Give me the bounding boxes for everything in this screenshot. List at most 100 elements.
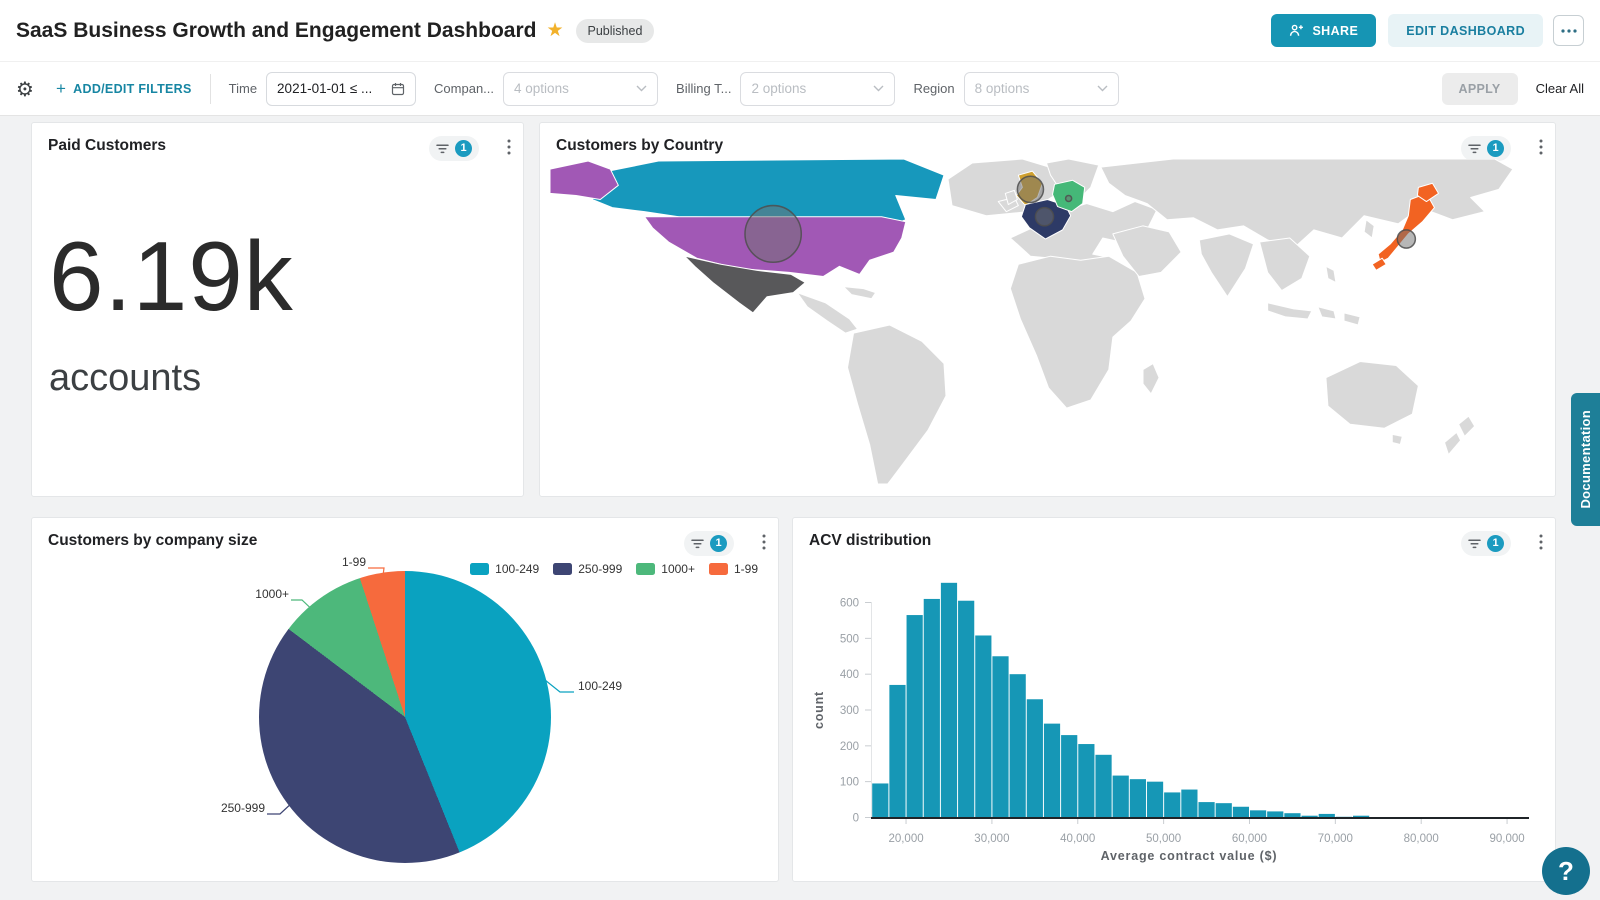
filter-lines-icon — [1468, 144, 1481, 154]
world-map-chart[interactable] — [550, 159, 1540, 485]
legend-label: 100-249 — [495, 562, 540, 576]
pie-callout-label: 1000+ — [255, 587, 289, 601]
pie-callout-label: 100-249 — [578, 679, 623, 693]
share-button-label: SHARE — [1312, 23, 1359, 38]
kebab-icon — [507, 139, 511, 155]
clear-all-button[interactable]: Clear All — [1535, 81, 1584, 96]
filter-chip[interactable]: 1 — [1461, 136, 1511, 161]
svg-text:80,000: 80,000 — [1404, 833, 1439, 845]
card-menu-button[interactable] — [762, 534, 766, 550]
bubble-germany[interactable] — [1064, 194, 1073, 203]
help-button[interactable]: ? — [1542, 847, 1590, 895]
filter-chip[interactable]: 1 — [429, 136, 479, 161]
question-mark-icon: ? — [1558, 855, 1574, 886]
card-title: Paid Customers — [48, 137, 167, 154]
chevron-down-icon — [873, 85, 884, 92]
filter-chip[interactable]: 1 — [1461, 531, 1511, 556]
svg-text:70,000: 70,000 — [1318, 833, 1353, 845]
svg-text:30,000: 30,000 — [974, 833, 1009, 845]
company-filter-value: 4 options — [514, 81, 569, 96]
legend-swatch — [470, 563, 490, 575]
svg-text:20,000: 20,000 — [888, 833, 923, 845]
edit-dashboard-button[interactable]: EDIT DASHBOARD — [1388, 14, 1543, 47]
svg-text:60,000: 60,000 — [1232, 833, 1267, 845]
svg-text:0: 0 — [853, 813, 859, 825]
asia — [1100, 159, 1514, 249]
documentation-tab-label: Documentation — [1578, 410, 1593, 509]
settings-gear-icon[interactable]: ⚙ — [16, 76, 34, 101]
time-filter-input[interactable]: 2021-01-01 ≤ ... — [266, 71, 417, 106]
pie-legend: 100-249 250-999 1000+ 1-99 — [470, 562, 758, 576]
company-filter-select[interactable]: 4 options — [503, 71, 659, 106]
legend-item[interactable]: 250-999 — [553, 562, 622, 576]
region-filter-label: Region — [913, 81, 955, 96]
histogram-bars[interactable] — [872, 582, 1370, 818]
kpi-value: 6.19k — [49, 221, 294, 331]
legend-item[interactable]: 1000+ — [636, 562, 695, 576]
filter-count-badge: 1 — [710, 535, 727, 552]
bubble-united-states[interactable] — [744, 204, 803, 264]
africa — [1009, 255, 1146, 409]
x-axis-title: Average contract value ($) — [1101, 849, 1278, 863]
billing-filter-select[interactable]: 2 options — [740, 71, 896, 106]
tasmania — [1391, 433, 1403, 446]
svg-text:40,000: 40,000 — [1060, 833, 1095, 845]
indonesia-2 — [1317, 306, 1337, 320]
filter-count-badge: 1 — [1487, 535, 1504, 552]
page-title: SaaS Business Growth and Engagement Dash… — [16, 18, 537, 42]
add-edit-filters-button[interactable]: + ADD/EDIT FILTERS — [56, 79, 192, 99]
bubble-france[interactable] — [1034, 206, 1055, 227]
india — [1198, 233, 1255, 298]
kebab-icon — [1539, 139, 1543, 155]
filter-count-badge: 1 — [455, 140, 472, 157]
mexico[interactable] — [684, 255, 806, 314]
caribbean — [842, 286, 877, 300]
svg-text:90,000: 90,000 — [1489, 833, 1524, 845]
divider — [209, 73, 211, 104]
apply-button[interactable]: APPLY — [1441, 72, 1518, 105]
plus-icon: + — [55, 78, 67, 98]
filter-chip[interactable]: 1 — [684, 531, 734, 556]
acv-histogram-chart[interactable]: 0 100 200 300 400 500 600 20,000 30,000 40,000 50,… — [793, 558, 1541, 880]
svg-text:300: 300 — [840, 705, 859, 717]
card-title: Customers by Country — [556, 137, 724, 154]
svg-text:200: 200 — [840, 741, 859, 753]
documentation-tab[interactable]: Documentation — [1571, 393, 1600, 526]
calendar-icon — [391, 82, 405, 95]
region-filter-select[interactable]: 8 options — [963, 71, 1119, 106]
svg-text:500: 500 — [840, 633, 859, 645]
bubble-united-kingdom[interactable] — [1016, 175, 1045, 204]
legend-item[interactable]: 100-249 — [470, 562, 539, 576]
japan[interactable] — [1377, 192, 1435, 263]
australia — [1325, 360, 1419, 429]
more-options-button[interactable] — [1553, 15, 1584, 46]
pie-chart[interactable] — [259, 571, 551, 863]
share-button[interactable]: SHARE — [1271, 14, 1377, 47]
canada[interactable] — [591, 159, 945, 231]
kebab-icon — [762, 534, 766, 550]
new-guinea — [1343, 312, 1361, 326]
favorite-star-icon[interactable]: ★ — [546, 20, 564, 41]
pie-callout-label: 1-99 — [341, 555, 366, 569]
alaska[interactable] — [550, 160, 619, 201]
billing-filter-value: 2 options — [751, 81, 807, 96]
legend-label: 1-99 — [733, 562, 758, 576]
bubble-japan[interactable] — [1396, 229, 1417, 249]
japan-hokkaido[interactable] — [1416, 182, 1439, 203]
legend-swatch — [636, 563, 656, 575]
filter-lines-icon — [1468, 539, 1481, 549]
card-menu-button[interactable] — [1539, 534, 1543, 550]
ireland — [1004, 189, 1018, 206]
japan-south[interactable] — [1371, 257, 1387, 271]
southeast-asia — [1259, 237, 1311, 292]
ellipsis-icon — [1560, 28, 1577, 33]
legend-label: 250-999 — [578, 562, 623, 576]
card-menu-button[interactable] — [507, 139, 511, 155]
legend-item[interactable]: 1-99 — [708, 562, 758, 576]
share-person-plus-icon — [1290, 24, 1304, 36]
filter-lines-icon — [691, 539, 704, 549]
filter-lines-icon — [436, 144, 449, 154]
card-menu-button[interactable] — [1539, 139, 1543, 155]
add-edit-filters-label: ADD/EDIT FILTERS — [73, 81, 192, 96]
legend-swatch — [553, 563, 573, 575]
